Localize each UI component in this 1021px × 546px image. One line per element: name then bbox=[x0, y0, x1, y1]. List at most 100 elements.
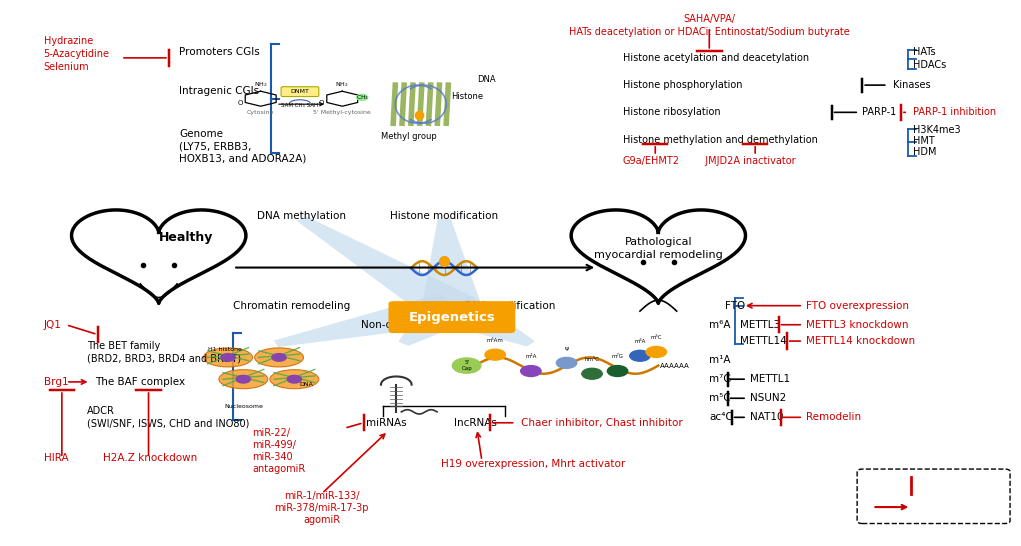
Text: ψ: ψ bbox=[565, 346, 569, 351]
FancyBboxPatch shape bbox=[281, 87, 319, 97]
Text: H19 overexpression, Mhrt activator: H19 overexpression, Mhrt activator bbox=[441, 459, 626, 468]
Text: The BET family
(BRD2, BRD3, BRD4 and BRDT): The BET family (BRD2, BRD3, BRD4 and BRD… bbox=[88, 341, 242, 363]
Text: DNMT: DNMT bbox=[291, 89, 309, 94]
Text: FTO: FTO bbox=[725, 301, 745, 311]
Text: Nucleosome: Nucleosome bbox=[224, 403, 262, 409]
Text: NSUN2: NSUN2 bbox=[750, 393, 786, 403]
Text: NAT10: NAT10 bbox=[750, 412, 783, 422]
Text: METTL14: METTL14 bbox=[740, 336, 786, 346]
Text: Histone modification: Histone modification bbox=[390, 211, 498, 221]
Text: miR-22/
miR-499/
miR-340
antagomiR: miR-22/ miR-499/ miR-340 antagomiR bbox=[252, 428, 305, 474]
Ellipse shape bbox=[270, 370, 319, 389]
Text: Chromatin remodeling: Chromatin remodeling bbox=[233, 301, 350, 311]
Text: 5' Methyl-cytosine: 5' Methyl-cytosine bbox=[313, 110, 371, 115]
Text: Histone ribosylation: Histone ribosylation bbox=[623, 108, 720, 117]
Circle shape bbox=[272, 354, 286, 361]
Text: : promote: : promote bbox=[919, 502, 970, 512]
Text: 5'
Cap: 5' Cap bbox=[461, 360, 472, 371]
Text: DNA: DNA bbox=[299, 382, 313, 387]
Text: Kinases: Kinases bbox=[892, 80, 930, 90]
Text: Remodelin: Remodelin bbox=[807, 412, 862, 422]
Text: Histone acetylation and deacetylation: Histone acetylation and deacetylation bbox=[623, 53, 809, 63]
Text: METTL3: METTL3 bbox=[740, 320, 780, 330]
Text: m⁵C: m⁵C bbox=[650, 335, 662, 340]
Text: lncRNAs: lncRNAs bbox=[454, 418, 497, 428]
Text: Pathological
myocardial remodeling: Pathological myocardial remodeling bbox=[594, 238, 723, 260]
Circle shape bbox=[287, 376, 301, 383]
Text: $\rm NH_2$: $\rm NH_2$ bbox=[335, 80, 349, 89]
Text: hm⁵C: hm⁵C bbox=[585, 357, 599, 362]
Text: AAAAAA: AAAAAA bbox=[661, 363, 690, 369]
Ellipse shape bbox=[203, 348, 252, 367]
Text: HMT: HMT bbox=[913, 136, 935, 146]
Text: m⁶Am: m⁶Am bbox=[487, 338, 503, 343]
Text: $\rm CH_3$: $\rm CH_3$ bbox=[355, 93, 369, 102]
Text: ac⁴C: ac⁴C bbox=[710, 412, 733, 422]
Text: Intragenic CGIs: Intragenic CGIs bbox=[179, 86, 259, 96]
Text: DNA methylation: DNA methylation bbox=[257, 211, 346, 221]
Text: O: O bbox=[238, 100, 243, 106]
Text: RNA modification: RNA modification bbox=[466, 301, 555, 311]
Text: The BAF complex: The BAF complex bbox=[96, 377, 186, 387]
Text: JMJD2A inactivator: JMJD2A inactivator bbox=[699, 156, 795, 167]
Polygon shape bbox=[274, 293, 463, 347]
Text: HDACs: HDACs bbox=[913, 60, 946, 70]
Circle shape bbox=[630, 351, 650, 361]
Text: PARP-1: PARP-1 bbox=[862, 108, 896, 117]
Text: SAHA/VPA/
HATs deacetylation or HDACi: Entinostat/Sodium butyrate: SAHA/VPA/ HATs deacetylation or HDACi: E… bbox=[569, 14, 849, 37]
Text: m⁷G: m⁷G bbox=[612, 354, 624, 359]
Circle shape bbox=[356, 94, 368, 100]
Polygon shape bbox=[432, 296, 535, 346]
Text: O: O bbox=[319, 100, 325, 106]
Circle shape bbox=[646, 347, 667, 358]
Text: Chaer inhibitor, Chast inhibitor: Chaer inhibitor, Chast inhibitor bbox=[521, 418, 682, 428]
FancyBboxPatch shape bbox=[389, 302, 515, 333]
Circle shape bbox=[582, 369, 602, 379]
Text: m⁵C: m⁵C bbox=[710, 393, 731, 403]
Text: PARP-1 inhibition: PARP-1 inhibition bbox=[913, 108, 996, 117]
Text: miRNAs: miRNAs bbox=[366, 418, 406, 428]
Text: miR-1/miR-133/
miR-378/miR-17-3p
agomiR: miR-1/miR-133/ miR-378/miR-17-3p agomiR bbox=[275, 491, 370, 525]
Polygon shape bbox=[297, 216, 475, 319]
Text: m¹A: m¹A bbox=[710, 355, 731, 365]
Polygon shape bbox=[422, 218, 482, 309]
Text: Genome
(LY75, ERBB3,
HOXB13, and ADORA2A): Genome (LY75, ERBB3, HOXB13, and ADORA2A… bbox=[179, 129, 306, 163]
Text: Epigenetics: Epigenetics bbox=[408, 311, 495, 324]
Circle shape bbox=[221, 354, 235, 361]
Text: G9a/EHMT2: G9a/EHMT2 bbox=[623, 156, 680, 167]
Text: m¹A: m¹A bbox=[525, 354, 537, 359]
Text: HIRA: HIRA bbox=[44, 453, 68, 463]
Text: Histone methylation and demethylation: Histone methylation and demethylation bbox=[623, 134, 818, 145]
Circle shape bbox=[452, 358, 481, 373]
Text: Cytosine: Cytosine bbox=[247, 110, 275, 115]
Ellipse shape bbox=[218, 370, 268, 389]
Text: Promoters CGIs: Promoters CGIs bbox=[179, 48, 260, 57]
Text: m⁶A: m⁶A bbox=[634, 339, 645, 344]
Text: m⁶A: m⁶A bbox=[710, 320, 731, 330]
Text: H1 histone: H1 histone bbox=[207, 347, 242, 352]
Circle shape bbox=[607, 366, 628, 377]
Text: HDM: HDM bbox=[913, 147, 936, 157]
Circle shape bbox=[236, 376, 250, 383]
Text: Histone: Histone bbox=[451, 92, 484, 100]
Text: FTO overexpression: FTO overexpression bbox=[807, 301, 909, 311]
Text: JQ1: JQ1 bbox=[44, 320, 61, 330]
Ellipse shape bbox=[254, 348, 303, 367]
Text: Non-coding RNA: Non-coding RNA bbox=[361, 320, 446, 330]
Text: Brg1: Brg1 bbox=[44, 377, 68, 387]
FancyBboxPatch shape bbox=[858, 469, 1010, 524]
Text: : inhibit: : inhibit bbox=[919, 480, 959, 490]
Polygon shape bbox=[398, 299, 477, 346]
Text: $\rm NH_2$: $\rm NH_2$ bbox=[254, 80, 268, 89]
Text: H3K4me3: H3K4me3 bbox=[913, 126, 961, 135]
Text: Histone phosphorylation: Histone phosphorylation bbox=[623, 80, 742, 90]
Text: ADCR
(SWI/SNF, ISWS, CHD and INO80): ADCR (SWI/SNF, ISWS, CHD and INO80) bbox=[88, 406, 250, 429]
Circle shape bbox=[556, 358, 577, 369]
Text: HATs: HATs bbox=[913, 48, 936, 57]
Text: SAM CH₃ SAH: SAM CH₃ SAH bbox=[282, 103, 319, 108]
Text: Methyl group: Methyl group bbox=[381, 133, 436, 141]
Text: Hydrazine
5-Azacytidine
Selenium: Hydrazine 5-Azacytidine Selenium bbox=[44, 36, 109, 72]
Text: METTL1: METTL1 bbox=[750, 374, 790, 384]
Text: DNA: DNA bbox=[477, 75, 495, 84]
Text: Healthy: Healthy bbox=[158, 231, 213, 244]
